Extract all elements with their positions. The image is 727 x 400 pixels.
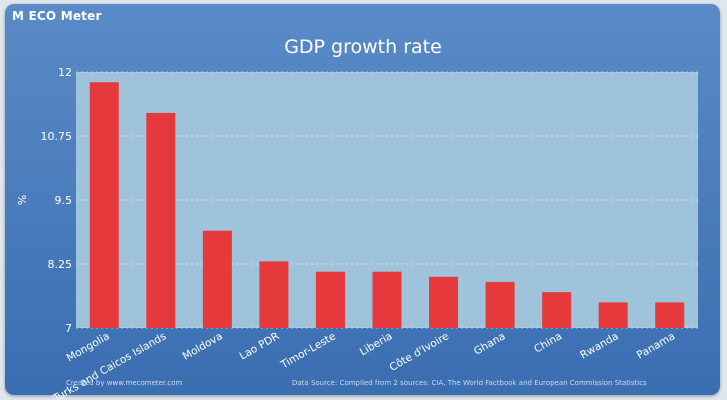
bar bbox=[202, 230, 232, 328]
bar bbox=[89, 82, 119, 329]
x-tick-label: Rwanda bbox=[578, 330, 620, 361]
bar bbox=[485, 281, 515, 328]
x-tick-label: Moldova bbox=[181, 330, 225, 362]
bar bbox=[259, 261, 289, 328]
y-tick-label: 8.25 bbox=[48, 258, 73, 271]
chart-title: GDP growth rate bbox=[284, 36, 442, 58]
bars bbox=[89, 82, 685, 329]
logo: M ECO Meter bbox=[12, 9, 102, 23]
x-tick-label: Panama bbox=[635, 330, 677, 361]
bar bbox=[598, 302, 628, 328]
x-tick-label: Mongolia bbox=[65, 330, 112, 364]
bar bbox=[315, 271, 345, 328]
x-tick-label: Ghana bbox=[472, 330, 508, 358]
x-tick-label: China bbox=[532, 330, 564, 355]
y-tick-label: 10.75 bbox=[41, 130, 73, 143]
bar bbox=[146, 112, 176, 329]
bar bbox=[655, 302, 685, 328]
footer-left: Created by www.mecometer.com bbox=[66, 379, 183, 387]
footer-right: Data Source: Compiled from 2 sources: CI… bbox=[292, 379, 647, 387]
y-tick-label: 12 bbox=[58, 66, 72, 79]
bar bbox=[429, 276, 459, 328]
bar bbox=[542, 292, 572, 328]
y-axis-ticks: 7 8.25 9.5 10.75 12 bbox=[41, 66, 73, 335]
y-tick-label: 7 bbox=[65, 322, 72, 335]
x-tick-label: Liberia bbox=[358, 330, 395, 358]
y-axis-label: % bbox=[16, 195, 29, 205]
x-tick-label: Lao PDR bbox=[238, 330, 282, 362]
bar bbox=[372, 271, 402, 328]
x-tick-label: Côte d'Ivoire bbox=[388, 330, 452, 374]
x-tick-label: Timor-Leste bbox=[278, 330, 338, 372]
y-tick-label: 9.5 bbox=[55, 194, 73, 207]
